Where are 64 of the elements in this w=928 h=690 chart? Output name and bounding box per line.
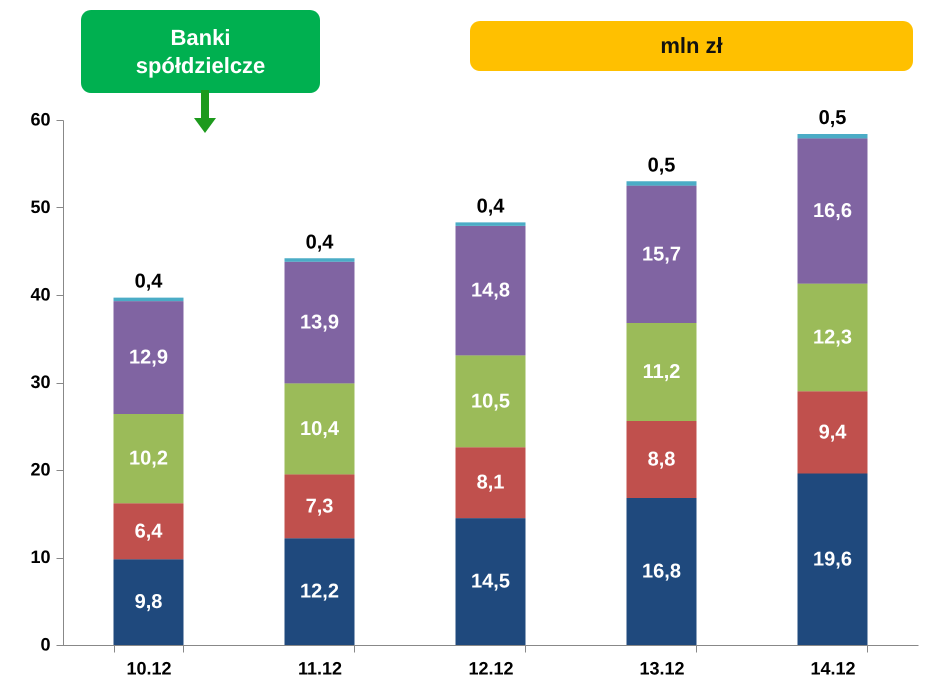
- bar: [456, 355, 526, 448]
- bar: [798, 474, 868, 645]
- bar: [456, 222, 526, 226]
- bar: [114, 298, 184, 302]
- x-tick-label: 10.12: [126, 658, 172, 678]
- data-label: 16,8: [642, 560, 681, 582]
- data-label: 15,7: [642, 243, 681, 266]
- data-label: 6,4: [134, 520, 164, 542]
- bar: [798, 391, 868, 474]
- bar: [798, 134, 868, 138]
- y-tick-label: 0: [40, 634, 50, 654]
- bar: [284, 474, 354, 538]
- y-tick-label: 60: [30, 110, 50, 130]
- data-label: 10,5: [471, 390, 510, 412]
- x-tick-label: 13.12: [639, 658, 685, 678]
- data-label: 12,3: [813, 326, 852, 348]
- bar: [114, 301, 184, 414]
- data-label: 7,3: [306, 495, 334, 518]
- bar: [626, 186, 696, 323]
- bar: [626, 421, 696, 498]
- bar: [114, 559, 184, 645]
- data-label: 0,5: [648, 154, 676, 176]
- data-label: 12,2: [300, 580, 339, 603]
- data-label: 9,4: [818, 421, 848, 444]
- data-label: 0,4: [306, 231, 334, 254]
- bar: [626, 323, 696, 421]
- bar: [284, 383, 354, 474]
- y-tick-label: 40: [30, 284, 50, 304]
- bar: [798, 284, 868, 392]
- data-label: 8,8: [648, 448, 676, 470]
- text: Banki spółdzielcze: [81, 10, 320, 93]
- bar: [284, 538, 354, 645]
- data-label: 0,4: [134, 270, 164, 293]
- x-tick-label: 12.12: [468, 658, 514, 678]
- y-tick-label: 50: [30, 197, 50, 217]
- bar: [456, 518, 526, 645]
- data-label: 10,2: [129, 448, 168, 470]
- data-label: 14,8: [471, 280, 510, 302]
- x-tick-label: 11.12: [298, 658, 342, 678]
- data-label: 0,4: [476, 195, 506, 218]
- data-label: 0,5: [818, 107, 846, 129]
- data-label: 9,8: [134, 591, 162, 614]
- data-label: 8,1: [476, 472, 504, 494]
- x-tick-label: 14.12: [810, 658, 856, 678]
- bar: [114, 414, 184, 504]
- bar: [456, 226, 526, 356]
- text: mln zł: [470, 21, 913, 71]
- bar: [798, 138, 868, 284]
- y-tick-label: 10: [30, 547, 50, 567]
- bar: [284, 258, 354, 262]
- bar: [284, 262, 354, 384]
- bar: [114, 503, 184, 560]
- bar: [626, 498, 696, 645]
- data-label: 16,6: [813, 200, 852, 222]
- bar: [456, 447, 526, 518]
- data-label: 14,5: [471, 570, 510, 593]
- bar: [626, 181, 696, 186]
- data-label: 12,9: [129, 346, 168, 369]
- data-label: 10,4: [300, 418, 340, 440]
- data-label: 11,2: [642, 361, 680, 383]
- y-tick-label: 20: [30, 460, 50, 480]
- y-tick-label: 30: [30, 372, 50, 392]
- data-label: 13,9: [300, 312, 339, 334]
- data-label: 19,6: [813, 548, 852, 570]
